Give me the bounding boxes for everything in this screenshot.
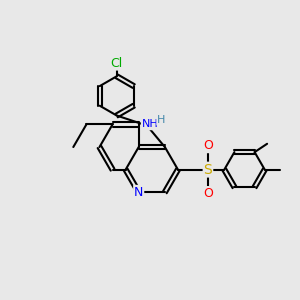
Text: N: N [134,186,143,199]
Text: O: O [203,139,213,152]
Text: S: S [204,163,212,177]
Text: H: H [157,115,166,125]
Text: NH: NH [142,119,158,129]
Text: Cl: Cl [111,57,123,70]
Text: O: O [203,187,213,200]
